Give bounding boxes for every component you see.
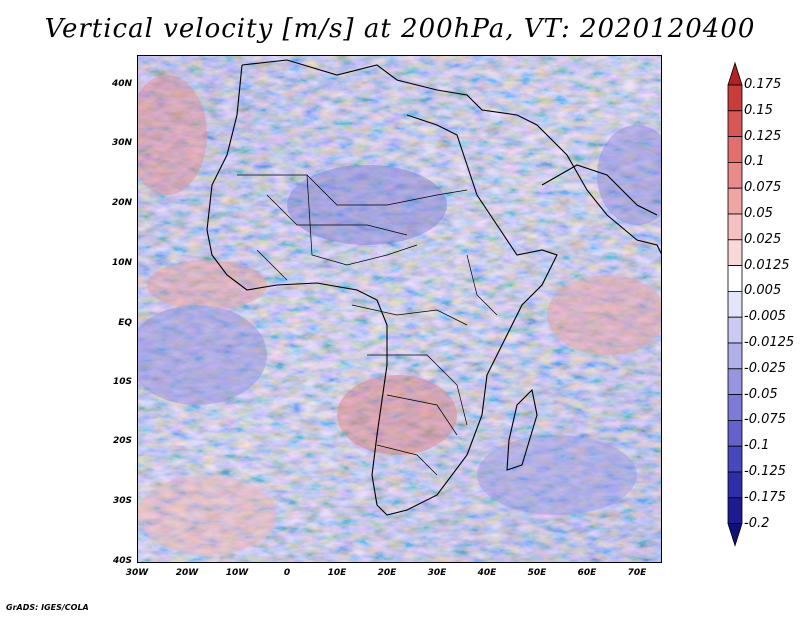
lat-tick-label: 10S xyxy=(112,377,132,387)
colorbar-top-arrow xyxy=(727,61,743,86)
colorbar-tick-label: 0.175 xyxy=(744,77,782,92)
colorbar-segment xyxy=(727,110,743,137)
colorbar-tick-label: -0.025 xyxy=(744,360,786,376)
lat-tick-label: 40N xyxy=(111,79,132,89)
colorbar-tick-label: 0.005 xyxy=(744,283,782,299)
field-texture xyxy=(137,55,662,563)
colorbar-segment xyxy=(727,497,743,524)
colorbar-segment xyxy=(727,419,743,447)
colorbar-tick-label: -0.0125 xyxy=(744,335,795,350)
colorbar-tick-label: -0.175 xyxy=(744,489,786,505)
map-plot xyxy=(137,55,662,563)
chart-title: Vertical velocity [m/s] at 200hPa, VT: 2… xyxy=(44,14,756,44)
country-borders xyxy=(237,174,498,476)
lon-tick-label: 10W xyxy=(225,568,249,578)
lon-tick-label: 20E xyxy=(377,568,397,578)
colorbar-tick-label: 0.075 xyxy=(744,180,782,196)
lon-tick-label: 10E xyxy=(327,568,347,578)
lon-tick-label: 30E xyxy=(427,568,447,578)
colorbar-tick-label: -0.05 xyxy=(744,386,778,402)
colorbar-segment xyxy=(727,394,743,421)
colorbar-tick-label: -0.005 xyxy=(744,309,786,325)
lat-tick-label: 30S xyxy=(112,496,132,506)
lon-tick-label: 0 xyxy=(283,568,291,578)
colorbar-segment xyxy=(727,471,743,499)
colorbar-tick-label: -0.2 xyxy=(744,515,770,531)
lat-tick-label: 40S xyxy=(112,556,132,566)
lat-tick-label: EQ xyxy=(118,318,132,328)
colorbar-segment xyxy=(727,342,743,370)
colorbar-segment xyxy=(727,187,743,215)
colorbar-segment xyxy=(727,84,743,112)
colorbar-tick-label: -0.075 xyxy=(744,412,786,428)
lon-tick-label: 20W xyxy=(175,568,199,578)
map-field xyxy=(137,55,662,563)
lat-tick-label: 20S xyxy=(112,436,132,446)
colorbar-tick-label: 0.15 xyxy=(744,102,773,118)
colorbar-tick-label: -0.125 xyxy=(744,464,786,479)
colorbar-tick-label: 0.125 xyxy=(744,128,782,144)
colorbar-segment xyxy=(727,316,743,344)
colorbar-segment xyxy=(727,162,743,189)
lat-tick-label: 10N xyxy=(111,258,132,268)
colorbar-segment xyxy=(727,213,743,241)
colorbar-segment xyxy=(727,136,743,163)
colorbar-tick-label: -0.1 xyxy=(744,438,770,454)
field-patches xyxy=(137,75,662,555)
colorbar-tick-label: 0.0125 xyxy=(744,257,790,273)
colorbar-segment xyxy=(727,265,743,292)
lon-tick-label: 50E xyxy=(527,568,547,578)
colorbar-bottom-arrow xyxy=(727,523,743,547)
lon-tick-label: 70E xyxy=(627,568,647,578)
colorbar-segment xyxy=(727,445,743,473)
lon-tick-label: 40E xyxy=(477,568,497,578)
colorbar-tick-label: 0.05 xyxy=(744,206,773,221)
colorbar-segment xyxy=(727,368,743,395)
lon-tick-label: 60E xyxy=(577,568,597,578)
colorbar-segment xyxy=(727,239,743,267)
coastlines xyxy=(206,59,662,516)
lat-tick-label: 30N xyxy=(111,138,132,148)
credit-text: GrADS: IGES/COLA xyxy=(6,603,89,612)
colorbar-segment xyxy=(727,290,743,318)
colorbar-tick-label: 0.1 xyxy=(744,154,765,170)
lat-tick-label: 20N xyxy=(111,198,132,208)
colorbar xyxy=(727,61,743,547)
lon-tick-label: 30W xyxy=(125,568,149,578)
map-frame xyxy=(137,55,662,563)
colorbar-tick-label: 0.025 xyxy=(744,231,782,247)
